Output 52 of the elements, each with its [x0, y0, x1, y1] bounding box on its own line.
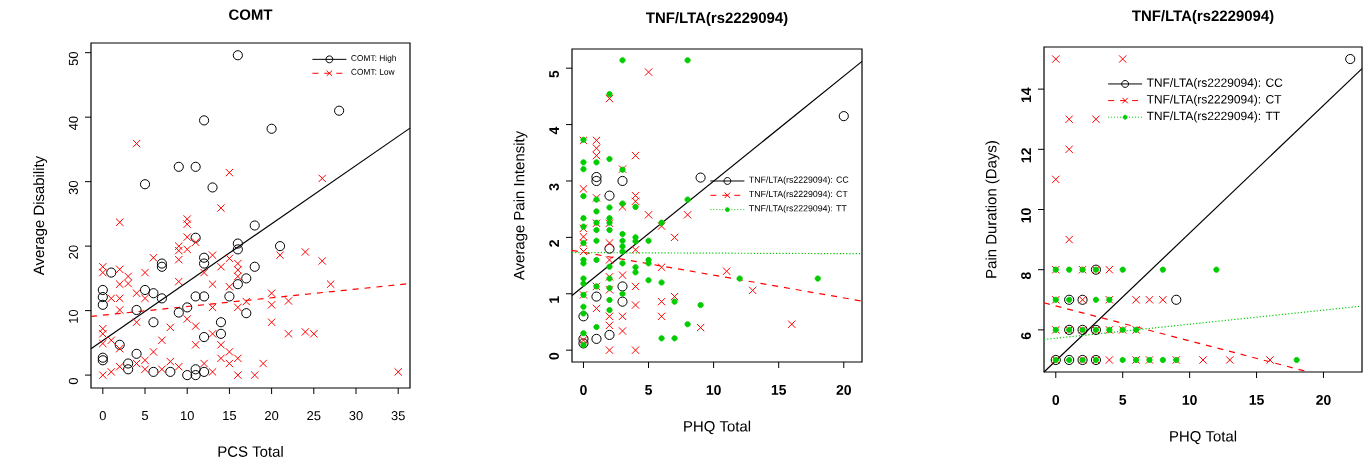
chart-title: COMT	[229, 9, 273, 21]
x-axis-title: PHQ Total	[684, 420, 751, 435]
legend-label: TNF/LTA(rs2229094): CC	[749, 176, 849, 185]
x-tick-label: 0	[580, 385, 587, 395]
x-tick-label: 5	[1119, 395, 1127, 405]
y-tick-label: 50	[68, 51, 78, 66]
x-tick-label: 35	[391, 411, 405, 421]
legend-label: TNF/LTA(rs2229094): TT	[749, 204, 847, 214]
y-axis-title: Average Disability	[33, 155, 48, 276]
y-tick-label: 0	[68, 378, 78, 385]
x-axis-title: PHQ Total	[1170, 430, 1237, 445]
x-tick-label: 15	[771, 385, 787, 395]
y-tick-label: 1	[549, 296, 559, 303]
y-tick-label: 5	[549, 70, 559, 78]
x-tick-label: 5	[645, 385, 653, 395]
legend-label: TNF/LTA(rs2229094): CT	[1146, 94, 1282, 106]
legend-label: COMT: Low	[351, 68, 395, 75]
y-tick-label: 4	[549, 126, 559, 135]
x-tick-label: 15	[1249, 395, 1264, 405]
x-tick-label: 30	[349, 411, 363, 421]
x-tick-label: 20	[836, 385, 851, 395]
x-tick-label: 20	[1316, 395, 1331, 405]
x-tick-label: 15	[223, 411, 237, 421]
y-tick-label: 0	[549, 352, 559, 360]
x-tick-label: 5	[141, 411, 149, 421]
y-axis-title: Pain Duration (Days)	[985, 141, 1000, 278]
x-tick-label: 10	[181, 411, 194, 421]
y-tick-label: 2	[549, 240, 559, 247]
x-tick-label: 0	[1052, 395, 1060, 405]
x-tick-label: 25	[307, 411, 321, 421]
legend-label: COMT: High	[351, 54, 396, 63]
x-axis-title: PCS Total	[218, 445, 283, 457]
y-axis-title: Average Pain Intensity	[513, 130, 528, 281]
y-tick-label: 10	[1021, 208, 1031, 223]
y-tick-label: 3	[549, 183, 559, 191]
y-tick-label: 10	[68, 309, 78, 323]
x-tick-label: 20	[265, 411, 279, 421]
x-tick-label: 0	[99, 411, 106, 421]
x-tick-label: 10	[706, 385, 721, 395]
y-tick-label: 12	[1021, 148, 1031, 163]
y-tick-label: 8	[1021, 272, 1031, 280]
chart-title: TNF/LTA(rs2229094)	[646, 12, 788, 26]
legend-label: TNF/LTA(rs2229094): TT	[1146, 111, 1280, 123]
y-tick-label: 30	[68, 180, 78, 195]
x-tick-label: 10	[1182, 395, 1197, 405]
y-tick-label: 6	[1021, 332, 1031, 340]
y-tick-label: 20	[68, 245, 78, 259]
chart-title: TNF/LTA(rs2229094)	[1132, 10, 1274, 24]
legend-label: TNF/LTA(rs2229094): CC	[1146, 78, 1283, 90]
y-tick-label: 14	[1021, 87, 1031, 103]
legend-label: TNF/LTA(rs2229094): CT	[749, 190, 848, 199]
y-tick-label: 40	[68, 116, 78, 131]
